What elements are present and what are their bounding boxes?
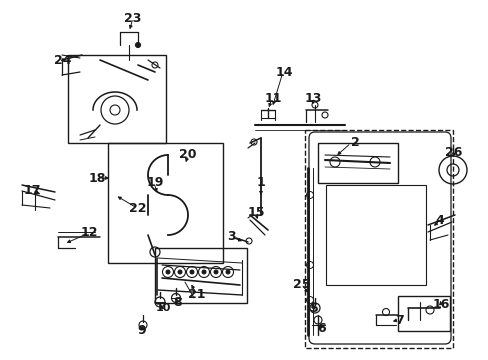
Text: 8: 8 bbox=[173, 297, 182, 310]
Circle shape bbox=[135, 42, 140, 48]
Text: 5: 5 bbox=[309, 302, 318, 315]
Text: 26: 26 bbox=[445, 147, 462, 159]
Text: 10: 10 bbox=[155, 303, 170, 313]
Text: 3: 3 bbox=[227, 230, 236, 243]
Bar bbox=[155, 248, 246, 303]
Text: 2: 2 bbox=[350, 136, 359, 149]
Bar bbox=[325, 185, 425, 285]
Text: 24: 24 bbox=[54, 54, 72, 67]
Text: 13: 13 bbox=[304, 91, 321, 104]
Text: 12: 12 bbox=[80, 226, 98, 239]
Text: 17: 17 bbox=[23, 184, 41, 198]
Circle shape bbox=[190, 270, 194, 274]
Bar bbox=[305, 130, 452, 348]
Bar bbox=[317, 143, 397, 183]
Text: 18: 18 bbox=[88, 171, 105, 184]
Circle shape bbox=[165, 270, 170, 274]
Bar bbox=[397, 296, 449, 331]
Text: 22: 22 bbox=[129, 202, 146, 215]
Circle shape bbox=[178, 270, 182, 274]
Circle shape bbox=[202, 270, 205, 274]
Bar bbox=[108, 143, 223, 263]
Text: 4: 4 bbox=[435, 213, 444, 226]
Text: 7: 7 bbox=[394, 314, 403, 327]
Text: 15: 15 bbox=[247, 206, 264, 219]
Circle shape bbox=[214, 270, 218, 274]
Text: 19: 19 bbox=[146, 176, 163, 189]
Text: 21: 21 bbox=[188, 288, 205, 302]
Text: 6: 6 bbox=[317, 321, 325, 334]
Text: 11: 11 bbox=[264, 91, 281, 104]
Text: 14: 14 bbox=[275, 66, 292, 78]
Text: 25: 25 bbox=[293, 279, 310, 292]
Text: 1: 1 bbox=[256, 176, 265, 189]
Text: 23: 23 bbox=[124, 12, 142, 24]
Text: 9: 9 bbox=[138, 324, 146, 337]
Bar bbox=[68, 55, 165, 143]
Text: 20: 20 bbox=[179, 148, 196, 162]
Circle shape bbox=[225, 270, 229, 274]
Text: 16: 16 bbox=[431, 298, 449, 311]
